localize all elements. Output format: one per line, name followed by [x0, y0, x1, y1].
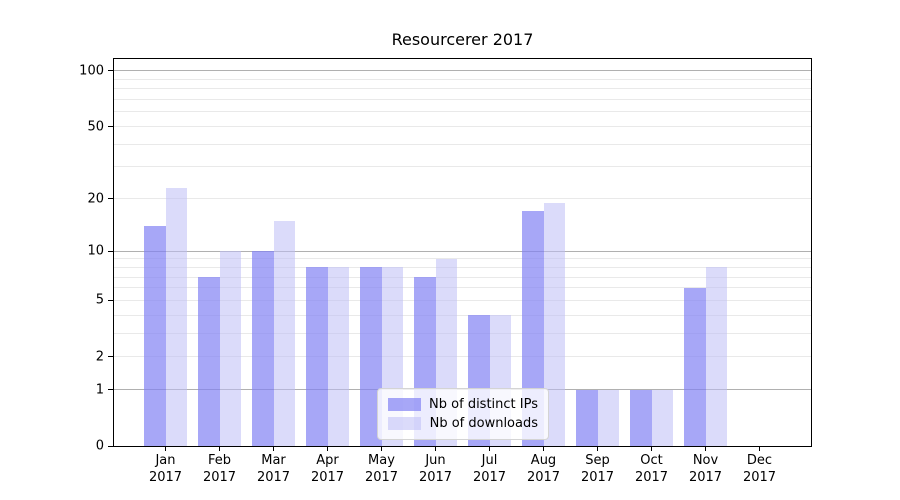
bar-nb-of-downloads [705, 267, 727, 446]
x-tick-mark [435, 446, 436, 451]
x-tick-mark [165, 446, 166, 451]
x-tick-mark [219, 446, 220, 451]
x-tick-label: Jun 2017 [418, 453, 453, 485]
bar-nb-of-downloads [219, 251, 241, 446]
x-tick-mark [489, 446, 490, 451]
bar-nb-of-distinct-ips [198, 277, 220, 446]
y-gridline-minor [114, 99, 811, 101]
x-tick-label: Apr 2017 [310, 453, 345, 485]
y-gridline-minor [114, 332, 811, 334]
x-tick-mark [759, 446, 760, 451]
bar-nb-of-distinct-ips [684, 287, 706, 446]
y-gridline-minor [114, 299, 811, 301]
y-gridline-minor [114, 78, 811, 80]
y-gridline-minor [114, 198, 811, 200]
y-tick-label: 5 [95, 292, 104, 308]
y-tick-label: 50 [87, 119, 104, 134]
x-tick-mark [543, 446, 544, 451]
bar-nb-of-downloads [651, 389, 673, 446]
x-tick-mark [597, 446, 598, 451]
x-tick-mark [651, 446, 652, 451]
x-tick-label: Sep 2017 [580, 453, 615, 485]
legend-label: Nb of distinct IPs [429, 397, 538, 412]
bar-nb-of-distinct-ips [522, 211, 544, 446]
y-gridline-minor [114, 143, 811, 145]
y-tick-label: 0 [95, 438, 104, 454]
y-tick-label: 100 [79, 63, 104, 79]
y-gridline-minor [114, 88, 811, 90]
plot-area: 0 1 2 5 10 20 50 100 Jan 2017 Feb 2017 Mar 2017 Apr… [79, 58, 812, 485]
bar-nb-of-distinct-ips [252, 251, 274, 446]
x-tick-mark [327, 446, 328, 451]
y-gridline-minor [114, 266, 811, 268]
x-tick-mark [273, 446, 274, 451]
y-tick-mark [108, 250, 113, 252]
x-tick-label: Dec 2017 [742, 453, 777, 485]
legend-label: Nb of downloads [429, 416, 538, 431]
y-tick-label: 1 [95, 382, 104, 398]
y-tick-label: 2 [95, 349, 104, 365]
y-tick-mark [108, 445, 113, 447]
bar-nb-of-downloads [273, 220, 295, 446]
x-tick-mark [705, 446, 706, 451]
y-gridline-minor [114, 166, 811, 168]
bar-nb-of-downloads [543, 202, 565, 446]
bar-nb-of-distinct-ips [360, 267, 382, 446]
y-tick-label: 10 [87, 243, 104, 259]
x-tick-label: Nov 2017 [688, 453, 723, 485]
legend-swatch [388, 417, 421, 430]
x-tick-label: May 2017 [364, 453, 399, 485]
y-tick-label: 20 [87, 191, 104, 207]
y-gridline-minor [114, 276, 811, 278]
y-gridline-minor [114, 314, 811, 316]
legend-item: Nb of downloads [388, 414, 538, 433]
y-tick-mark [108, 299, 113, 301]
chart-title: Resourcerer 2017 [391, 30, 534, 49]
y-gridline-major [114, 70, 811, 72]
y-gridline-minor [114, 287, 811, 289]
x-tick-label: Jul 2017 [472, 453, 507, 485]
x-tick-mark [381, 446, 382, 451]
bar-nb-of-downloads [165, 187, 187, 446]
y-tick-mark [108, 70, 113, 72]
y-tick-mark [108, 198, 113, 200]
y-tick-mark [108, 356, 113, 358]
bar-nb-of-distinct-ips [144, 225, 166, 446]
y-gridline-minor [114, 356, 811, 358]
x-tick-label: Feb 2017 [202, 453, 237, 485]
legend-swatch [388, 398, 421, 411]
bar-nb-of-downloads [597, 389, 619, 446]
legend: Nb of distinct IPs Nb of downloads [377, 388, 549, 440]
y-tick-mark [108, 389, 113, 391]
legend-item: Nb of distinct IPs [388, 395, 538, 414]
x-tick-label: Jan 2017 [148, 453, 183, 485]
y-gridline-minor [114, 126, 811, 127]
y-gridline-minor [114, 258, 811, 260]
x-tick-label: Aug 2017 [526, 453, 561, 485]
x-tick-label: Oct 2017 [634, 453, 669, 485]
bar-nb-of-distinct-ips [306, 267, 328, 446]
y-tick-mark [108, 126, 113, 127]
bar-nb-of-distinct-ips [576, 389, 598, 446]
y-gridline-major [114, 250, 811, 252]
bar-nb-of-downloads [327, 267, 349, 446]
y-gridline-minor [114, 111, 811, 113]
bar-nb-of-distinct-ips [630, 389, 652, 446]
x-tick-label: Mar 2017 [256, 453, 291, 485]
